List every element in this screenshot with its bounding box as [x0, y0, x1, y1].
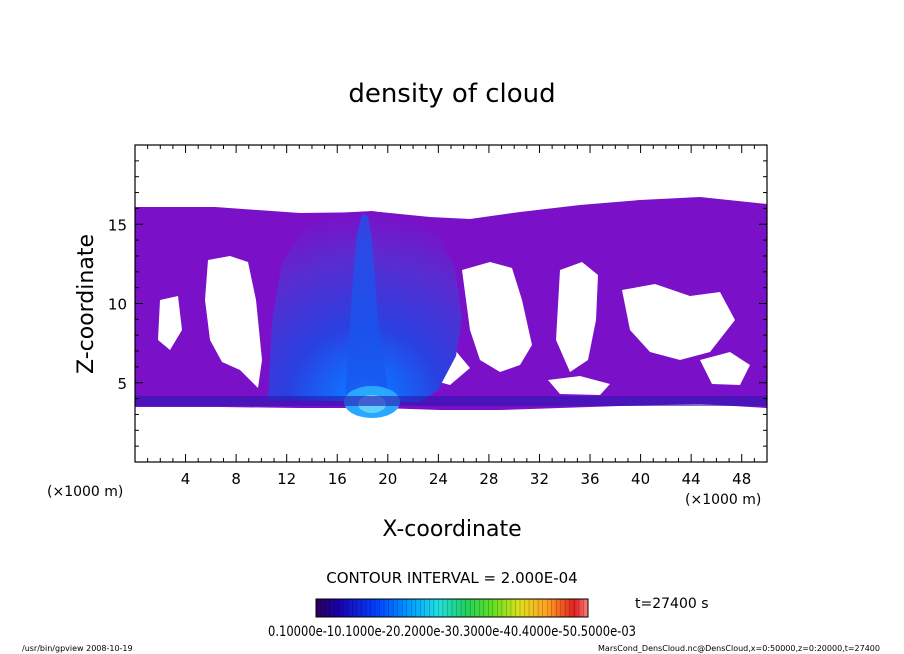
- cloud-base-band: [135, 396, 767, 406]
- cloud-gap: [700, 352, 750, 385]
- x-tick-label: 28: [479, 470, 498, 488]
- cloud-gap: [158, 296, 182, 350]
- x-tick-label: 44: [682, 470, 701, 488]
- colorbar-ticks: [320, 599, 584, 617]
- x-unit-right: (×1000 m): [685, 492, 761, 508]
- time-label: t=27400 s: [635, 596, 709, 612]
- x-tick-label: 24: [429, 470, 448, 488]
- y-axis-label: Z-coordinate: [74, 234, 99, 374]
- x-tick-label: 40: [631, 470, 650, 488]
- updraft-core: [345, 214, 390, 405]
- y-tick-label: 15: [108, 216, 127, 234]
- chart-title: density of cloud: [348, 79, 555, 109]
- cloud-gap: [548, 376, 610, 395]
- x-tick-label: 16: [328, 470, 347, 488]
- plot-area: [135, 197, 767, 418]
- x-tick-label: 20: [378, 470, 397, 488]
- x-axis-ticks: 4 8 12 16 20 24 28 32 36 40 44 48: [134, 145, 768, 488]
- contour-interval: CONTOUR INTERVAL = 2.000E-04: [326, 569, 577, 587]
- x-tick-label: 48: [732, 470, 751, 488]
- y-tick-label: 10: [108, 296, 127, 314]
- x-unit-left: (×1000 m): [47, 484, 123, 500]
- x-tick-label: 12: [277, 470, 296, 488]
- y-tick-label: 5: [117, 375, 127, 393]
- cloud-gap: [622, 284, 735, 360]
- x-tick-label: 32: [530, 470, 549, 488]
- cloud-gap: [205, 256, 262, 388]
- footer-left: /usr/bin/gpview 2008-10-19: [22, 644, 133, 653]
- colorbar-labels: 0.10000e-10.1000e-20.2000e-30.3000e-40.4…: [268, 624, 636, 640]
- x-tick-label: 36: [580, 470, 599, 488]
- x-tick-label: 8: [231, 470, 241, 488]
- x-axis-label: X-coordinate: [382, 517, 521, 542]
- footer-right: MarsCond_DensCloud.nc@DensCloud,x=0:5000…: [598, 644, 880, 653]
- y-axis-ticks: 5 10 15: [108, 144, 767, 463]
- x-tick-label: 4: [181, 470, 191, 488]
- cloud-gap: [556, 262, 598, 372]
- cloud-gap: [462, 262, 532, 372]
